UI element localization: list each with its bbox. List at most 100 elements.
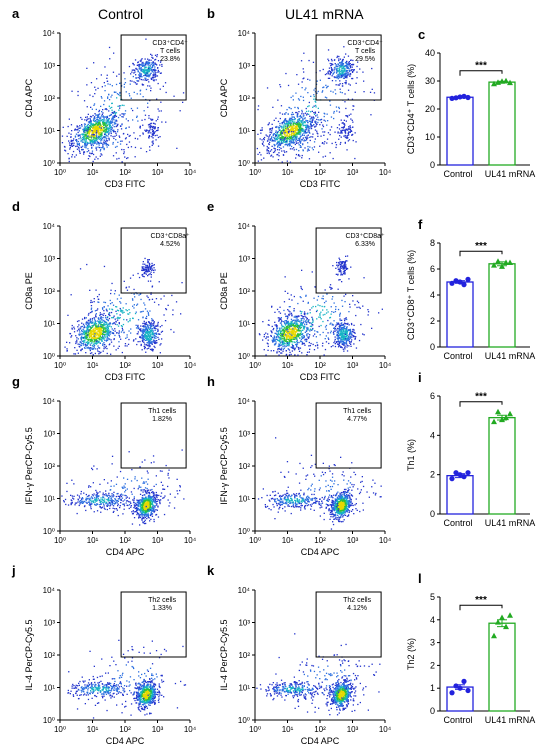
y-tick-label: 10⁴ [238,586,251,595]
x-tick-label: 10¹ [282,536,294,545]
y-tick-label: 10¹ [43,127,55,136]
y-tick-label: 10⁰ [43,527,55,536]
data-point [499,263,505,269]
y-axis-label: IFN-γ PerCP-Cy5.5 [24,427,34,505]
y-tick-label: 10² [43,94,55,103]
bar-chart-l: 0 1 2 3 4 5 Th2 (%) l Control UL41 mRNA *** [406,571,535,725]
panel-letter: f [418,217,423,232]
y-axis-label: IL-4 PerCP-Cy5.5 [24,619,34,690]
bar-chart-f: 0 2 4 6 8 CD3⁺CD8⁺ T cells (%) f Control UL41 mR… [406,217,535,361]
data-point [495,408,501,415]
x-tick-label: 10² [119,536,131,545]
y-tick-label: 10² [238,287,250,296]
data-point [465,470,471,476]
y-tick-label: 10² [43,462,55,471]
gate-box [315,34,382,101]
gate-value: 4.12% [347,605,367,612]
data-point [461,282,467,288]
y-axis-label: Th2 (%) [406,638,416,670]
category-label: Control [443,518,472,528]
data-point [495,619,501,625]
data-point [453,95,459,101]
scatter-dots [67,639,187,719]
x-tick-label: 10⁰ [54,725,66,734]
scatter-dots [61,38,185,163]
y-tick-label: 5 [430,592,435,602]
x-tick-label: 10⁰ [249,361,261,370]
data-point [503,77,509,84]
x-tick-label: 10² [314,361,326,370]
gate-value: 4.52% [160,241,180,248]
data-point [457,279,463,285]
gate-value: 4.77% [347,416,367,423]
y-tick-label: 2 [430,316,435,326]
x-tick-label: 10⁴ [379,536,392,545]
panel-letter: g [12,374,20,389]
panel-letter: b [207,6,215,21]
x-tick-label: 10² [314,168,326,177]
x-tick-label: 10¹ [87,725,99,734]
gate-box [315,591,382,658]
x-axis-label: CD3 FITC [300,179,341,189]
y-tick-label: 10² [238,651,250,660]
gate-label: Th2 cells [343,597,372,604]
x-tick-label: 10⁰ [249,168,261,177]
gate-label: Th1 cells [148,408,177,415]
gate-box [120,402,187,469]
y-tick-label: 10³ [238,62,250,71]
x-tick-label: 10³ [152,361,164,370]
gate-value: 23.8% [160,56,180,63]
data-point [465,276,471,282]
data-point [507,612,513,618]
y-tick-label: 10⁰ [238,527,250,536]
x-tick-label: 10³ [347,725,359,734]
data-point [457,685,463,691]
significance-label: *** [475,241,487,252]
y-tick-label: 4 [430,615,435,625]
y-tick-label: 2 [430,470,435,480]
panel-letter: i [418,370,422,385]
x-tick-label: 10³ [152,725,164,734]
x-tick-label: 10⁴ [184,725,197,734]
gate-box [315,402,382,469]
x-tick-label: 10² [314,536,326,545]
x-tick-label: 10⁴ [379,361,392,370]
gate-label: CD3⁺CD4⁺ [347,40,383,47]
data-point [449,280,455,286]
x-tick-label: 10³ [347,168,359,177]
y-axis-label: CD8a PE [219,272,229,310]
data-point [499,614,505,621]
y-tick-label: 10³ [43,619,55,628]
x-tick-label: 10¹ [87,168,99,177]
scatter-dots [256,633,381,716]
y-tick-label: 10⁰ [238,716,250,725]
data-point [465,94,471,101]
bar [446,281,474,348]
data-point [453,278,459,284]
data-point [491,80,497,87]
gate-label: T cells [160,48,181,55]
x-tick-label: 10⁰ [249,536,261,545]
data-point [491,418,497,425]
bar-chart-i: 0 2 4 6 Th1 (%) i Control UL41 mRNA *** [406,370,535,528]
y-tick-label: 40 [425,48,435,58]
category-label: UL41 mRNA [485,715,536,725]
gate-box [120,34,187,101]
y-axis-label: IFN-γ PerCP-Cy5.5 [219,427,229,505]
y-tick-label: 10¹ [238,127,250,136]
category-label: UL41 mRNA [485,351,536,361]
x-tick-label: 10¹ [282,168,294,177]
y-tick-label: 10⁰ [238,352,250,361]
y-tick-label: 10⁴ [238,29,251,38]
x-tick-label: 10¹ [87,536,99,545]
y-axis-label: CD3⁺CD4⁺ T cells (%) [406,64,416,154]
y-tick-label: 10¹ [238,495,250,504]
x-tick-label: 10² [119,725,131,734]
x-axis-label: CD4 APC [301,547,340,557]
bar-chart-c: 0 10 20 30 40 CD3⁺CD4⁺ T cells (%) c Control UL4… [406,27,535,179]
y-tick-label: 10⁴ [238,397,251,406]
